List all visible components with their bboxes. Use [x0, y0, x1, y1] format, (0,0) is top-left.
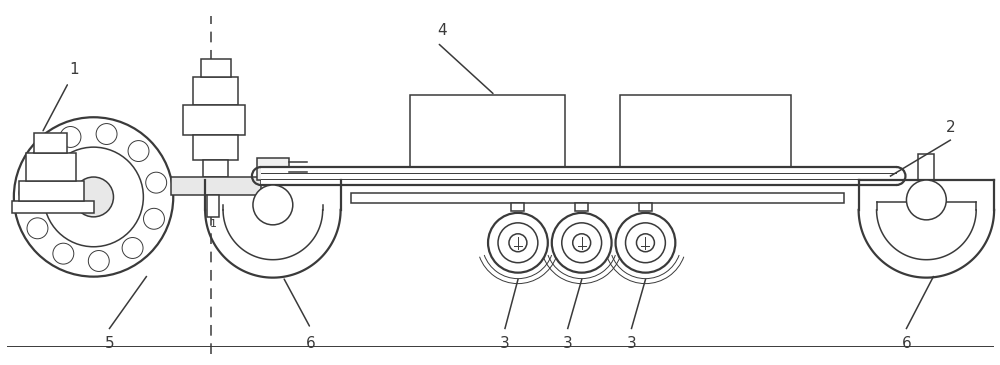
Text: 1: 1	[69, 62, 78, 77]
Polygon shape	[171, 177, 261, 195]
Circle shape	[74, 177, 113, 217]
Polygon shape	[261, 167, 896, 185]
Text: 6: 6	[306, 337, 316, 351]
Text: 5: 5	[105, 337, 114, 351]
Polygon shape	[26, 153, 76, 181]
Circle shape	[488, 213, 548, 273]
Circle shape	[906, 180, 946, 220]
Circle shape	[144, 208, 164, 229]
Circle shape	[573, 234, 591, 252]
Circle shape	[14, 117, 173, 277]
Circle shape	[146, 172, 167, 193]
Polygon shape	[575, 203, 588, 211]
Text: 3: 3	[627, 337, 636, 351]
Circle shape	[498, 223, 538, 263]
Circle shape	[636, 234, 654, 252]
Polygon shape	[201, 59, 231, 77]
Circle shape	[31, 149, 52, 169]
Polygon shape	[511, 203, 524, 211]
Circle shape	[626, 223, 665, 263]
Polygon shape	[351, 193, 844, 203]
Text: 6: 6	[902, 337, 911, 351]
Circle shape	[88, 250, 109, 272]
Polygon shape	[12, 201, 94, 213]
Text: 3: 3	[500, 337, 510, 351]
Circle shape	[509, 234, 527, 252]
Text: 3: 3	[563, 337, 573, 351]
Polygon shape	[207, 195, 219, 217]
Polygon shape	[34, 133, 67, 153]
Polygon shape	[620, 95, 791, 167]
Polygon shape	[193, 77, 238, 105]
Circle shape	[552, 213, 612, 273]
Circle shape	[27, 218, 48, 239]
Polygon shape	[639, 203, 652, 211]
Polygon shape	[19, 181, 84, 201]
Text: 1: 1	[210, 219, 217, 229]
Circle shape	[562, 223, 602, 263]
Circle shape	[253, 185, 293, 225]
Polygon shape	[203, 160, 228, 177]
Text: 2: 2	[945, 120, 955, 135]
Polygon shape	[410, 95, 565, 167]
Circle shape	[122, 238, 143, 258]
Polygon shape	[918, 154, 934, 180]
Circle shape	[60, 127, 81, 147]
Text: 4: 4	[437, 23, 447, 38]
Polygon shape	[183, 105, 245, 135]
Circle shape	[616, 213, 675, 273]
Polygon shape	[193, 135, 238, 160]
Polygon shape	[257, 158, 289, 180]
Circle shape	[128, 141, 149, 161]
Circle shape	[53, 243, 74, 264]
Circle shape	[19, 182, 40, 203]
Circle shape	[44, 147, 143, 247]
Circle shape	[96, 124, 117, 145]
